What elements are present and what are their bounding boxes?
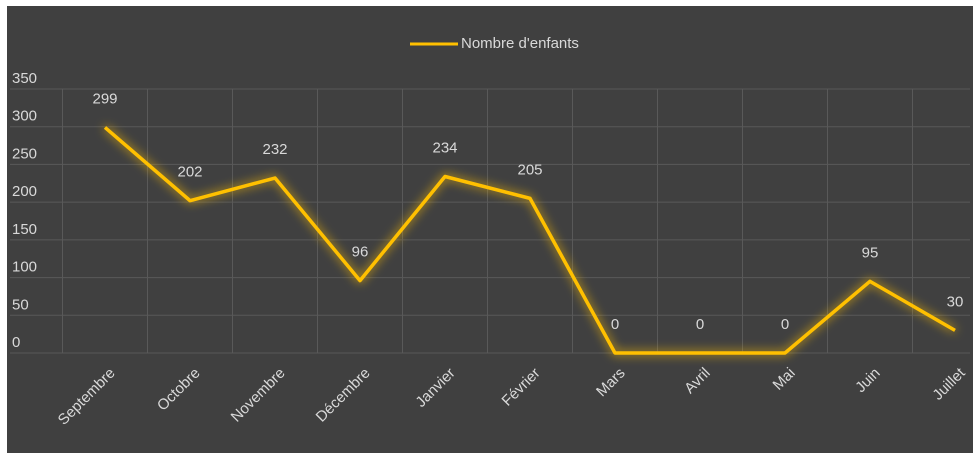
data-label: 30 [947,293,964,310]
legend-label: Nombre d'enfants [461,35,579,52]
legend: Nombre d'enfants [410,35,579,52]
data-label: 96 [352,244,369,261]
y-tick-label: 250 [12,145,37,162]
y-tick-label: 0 [12,334,20,351]
data-label: 202 [177,164,202,181]
data-label: 232 [262,141,287,158]
data-label: 234 [432,139,457,156]
data-label: 0 [611,316,619,333]
y-tick-label: 350 [12,70,37,87]
data-label: 0 [781,316,789,333]
data-label: 95 [862,244,879,261]
data-label: 0 [696,316,704,333]
y-tick-label: 100 [12,259,37,276]
chart-background [7,6,973,453]
y-tick-label: 150 [12,221,37,238]
data-label: 205 [517,161,542,178]
line-series [103,126,956,355]
y-tick-label: 300 [12,108,37,125]
y-tick-label: 50 [12,296,29,313]
data-label: 299 [92,90,117,107]
y-tick-label: 200 [12,183,37,200]
